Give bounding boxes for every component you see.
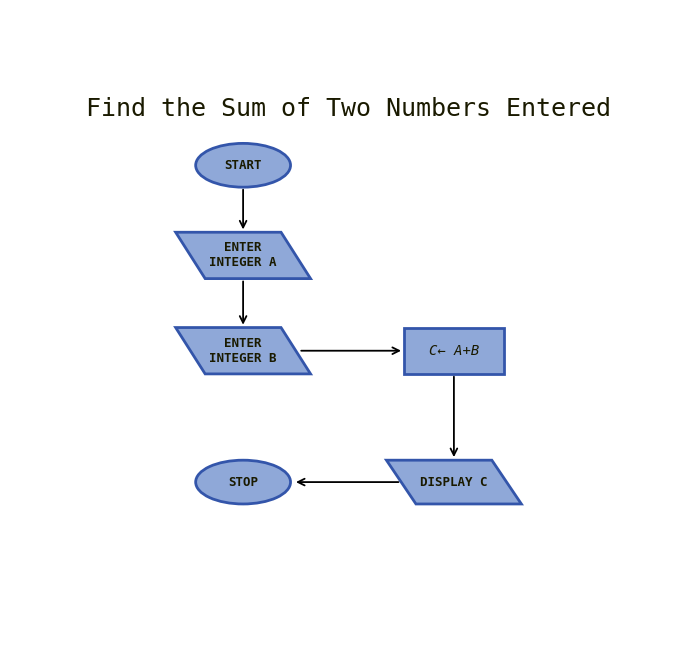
Ellipse shape (196, 143, 290, 187)
Polygon shape (386, 460, 522, 504)
Text: DISPLAY C: DISPLAY C (420, 476, 488, 488)
Text: Find the Sum of Two Numbers Entered: Find the Sum of Two Numbers Entered (86, 96, 611, 120)
Bar (404, 328, 504, 374)
Ellipse shape (196, 460, 290, 504)
Polygon shape (175, 232, 311, 278)
Text: C← A+B: C← A+B (429, 344, 479, 358)
Text: ENTER
INTEGER A: ENTER INTEGER A (209, 242, 277, 270)
Text: STOP: STOP (228, 476, 258, 488)
Text: START: START (224, 159, 262, 172)
Text: ENTER
INTEGER B: ENTER INTEGER B (209, 337, 277, 365)
Polygon shape (175, 328, 311, 374)
